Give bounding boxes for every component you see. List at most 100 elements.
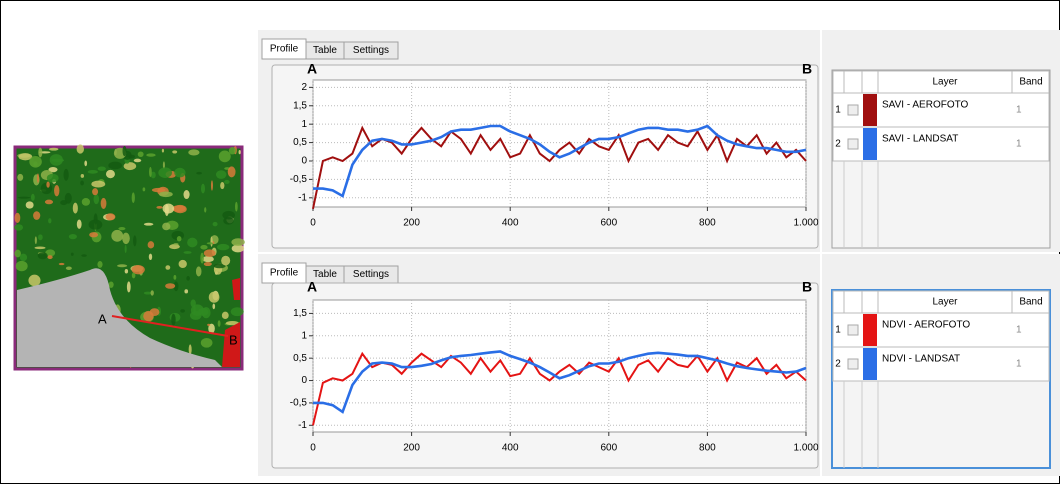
map-patch xyxy=(94,194,100,204)
map-patch xyxy=(125,269,128,273)
band: 1 xyxy=(1016,105,1022,116)
map-patch xyxy=(179,260,187,268)
map-patch xyxy=(124,162,137,170)
map-patch xyxy=(143,187,146,191)
x-tick-label: 0 xyxy=(310,218,316,229)
row-number: 2 xyxy=(835,359,841,370)
x-tick-label: 800 xyxy=(699,443,716,454)
start-label: A xyxy=(307,279,317,295)
checkbox[interactable] xyxy=(848,325,858,335)
checkbox[interactable] xyxy=(848,139,858,149)
map-patch xyxy=(151,290,154,295)
map-patch xyxy=(111,230,123,242)
end-label: B xyxy=(802,61,812,77)
map-patch xyxy=(191,304,204,316)
map-patch xyxy=(184,289,188,293)
map-patch xyxy=(224,180,230,184)
map-patch xyxy=(91,181,105,188)
map-patch xyxy=(149,254,152,260)
map-patch xyxy=(35,236,37,244)
map-patch xyxy=(37,173,39,182)
row-number: 1 xyxy=(835,105,841,116)
map-patch xyxy=(98,167,106,171)
x-tick-label: 200 xyxy=(403,443,420,454)
map-patch xyxy=(231,238,244,246)
map-patch xyxy=(150,308,160,316)
layer-name: NDVI - AEROFOTO xyxy=(882,320,970,331)
y-tick-label: -1 xyxy=(298,192,307,203)
map-patch xyxy=(48,218,51,223)
map-patch xyxy=(212,304,215,310)
end-label: B xyxy=(802,279,812,295)
map-patch xyxy=(101,198,107,209)
map-patch xyxy=(219,150,231,162)
map-patch xyxy=(239,150,241,154)
map-patch xyxy=(163,203,175,213)
map-patch xyxy=(228,166,236,177)
map-patch xyxy=(114,149,116,155)
map-patch xyxy=(64,169,69,181)
map-patch xyxy=(81,254,87,257)
x-tick-label: 1.000 xyxy=(793,218,818,229)
column-header: Band xyxy=(1019,297,1042,308)
map-patch xyxy=(204,262,212,266)
map-patch xyxy=(165,283,175,289)
map-patch xyxy=(47,174,59,183)
row-number: 1 xyxy=(835,325,841,336)
map-patch xyxy=(183,251,191,254)
map-patch xyxy=(188,149,199,155)
map-patch xyxy=(144,223,154,226)
map-patch xyxy=(125,245,127,253)
map-patch xyxy=(29,156,42,168)
y-tick-label: 1,5 xyxy=(293,308,307,319)
map-patch xyxy=(172,150,177,153)
layer-name: SAVI - LANDSAT xyxy=(882,134,958,145)
map-patch xyxy=(229,147,236,154)
map-patch xyxy=(216,170,227,179)
x-tick-label: 1.000 xyxy=(793,443,818,454)
map-patch xyxy=(49,148,58,151)
map-patch xyxy=(165,265,170,269)
y-tick-label: 1 xyxy=(301,119,307,130)
y-tick-label: 0,5 xyxy=(293,353,307,364)
map-patch xyxy=(81,174,84,178)
map-patch xyxy=(207,242,214,244)
map-patch xyxy=(34,247,45,250)
map-patch xyxy=(97,261,102,268)
x-tick-label: 600 xyxy=(600,218,617,229)
map-patch xyxy=(235,202,238,212)
tab-label: Settings xyxy=(353,269,389,280)
color-swatch xyxy=(863,94,877,126)
y-tick-label: 0 xyxy=(301,375,307,386)
checkbox[interactable] xyxy=(848,359,858,369)
map-patch xyxy=(71,253,74,256)
map-patch xyxy=(132,192,135,203)
map-patch xyxy=(187,238,197,248)
map-patch xyxy=(38,252,48,259)
y-tick-label: -1 xyxy=(298,420,307,431)
map-patch xyxy=(204,207,206,212)
map-patch xyxy=(174,168,185,178)
map-patch xyxy=(222,312,229,319)
map-patch xyxy=(38,148,42,158)
map-patch xyxy=(127,281,131,292)
map-patch xyxy=(210,236,212,246)
map-patch xyxy=(180,309,185,312)
map-patch xyxy=(60,200,67,205)
map-patch xyxy=(138,151,144,157)
map-patch xyxy=(202,256,214,262)
map-patch xyxy=(189,344,192,354)
map-patch xyxy=(156,206,162,209)
map-patch xyxy=(14,224,23,230)
map-patch xyxy=(59,263,65,265)
map: AB xyxy=(14,144,245,369)
map-patch xyxy=(77,144,84,153)
map-patch xyxy=(200,253,204,264)
y-tick-label: 1 xyxy=(301,330,307,341)
x-tick-label: 0 xyxy=(310,443,316,454)
map-patch xyxy=(162,223,170,231)
map-patch xyxy=(173,275,176,280)
map-patch xyxy=(183,190,189,199)
map-patch xyxy=(118,227,125,230)
checkbox[interactable] xyxy=(848,105,858,115)
